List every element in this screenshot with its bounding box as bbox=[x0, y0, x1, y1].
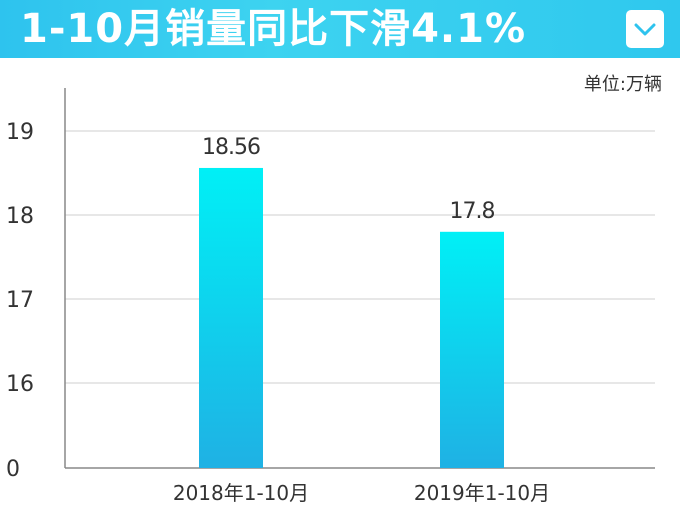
bar bbox=[199, 167, 263, 468]
y-tick-label: 19 bbox=[6, 120, 34, 145]
data-label: 18.56 bbox=[202, 135, 260, 160]
unit-label: 单位:万辆 bbox=[583, 74, 662, 95]
y-tick-label: 17 bbox=[6, 288, 34, 313]
y-tick-label: 0 bbox=[6, 457, 20, 482]
data-label: 17.8 bbox=[450, 199, 495, 224]
page-title: 1-10月销量同比下滑4.1% bbox=[20, 6, 527, 52]
bar bbox=[440, 231, 504, 468]
x-tick-label: 2019年1-10月 bbox=[414, 481, 550, 505]
dropdown-button[interactable] bbox=[626, 10, 664, 48]
chevron-down-icon bbox=[634, 23, 656, 36]
x-tick-label: 2018年1-10月 bbox=[173, 481, 309, 505]
title-bar: 1-10月销量同比下滑4.1% bbox=[0, 0, 680, 58]
y-tick-label: 16 bbox=[6, 372, 34, 397]
y-tick-label: 18 bbox=[6, 204, 34, 229]
